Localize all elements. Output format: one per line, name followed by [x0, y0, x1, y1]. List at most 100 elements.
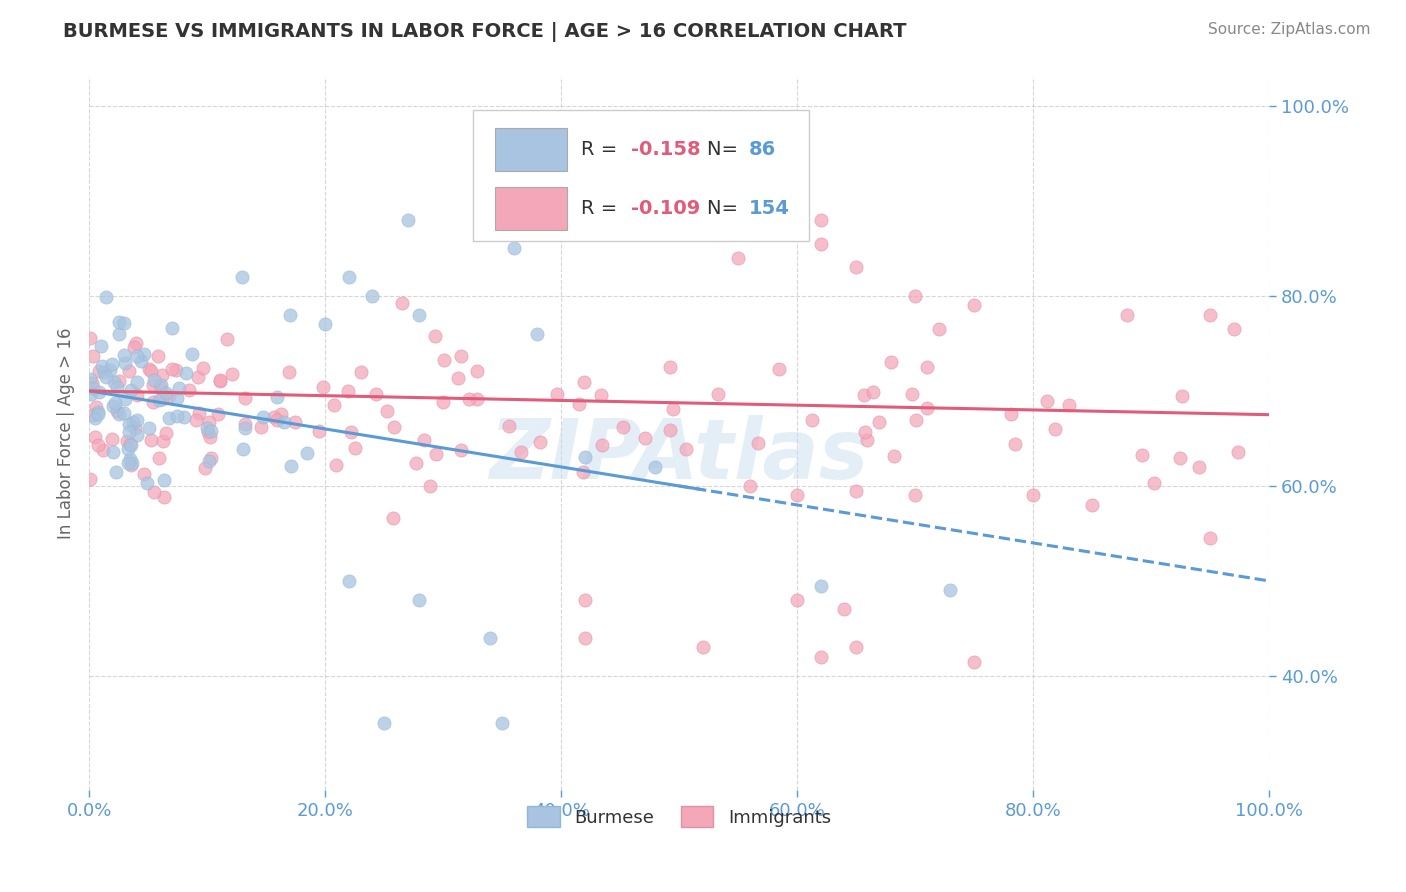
- Point: [266, 390, 288, 404]
- FancyBboxPatch shape: [495, 128, 567, 171]
- Point: [221, 367, 243, 381]
- Point: [405, 456, 427, 470]
- Point: [155, 386, 177, 401]
- Point: [93, 365, 115, 379]
- Point: [101, 432, 124, 446]
- Point: [174, 366, 197, 380]
- Point: [1199, 308, 1222, 322]
- Point: [181, 347, 204, 361]
- Point: [233, 421, 256, 435]
- Point: [108, 327, 131, 342]
- Point: [127, 388, 149, 402]
- FancyBboxPatch shape: [495, 186, 567, 230]
- Point: [589, 388, 612, 402]
- Point: [139, 364, 162, 378]
- Point: [94, 290, 117, 304]
- Point: [692, 640, 714, 655]
- Point: [425, 447, 447, 461]
- Point: [1130, 448, 1153, 462]
- Point: [150, 392, 173, 406]
- Point: [83, 430, 105, 444]
- Point: [232, 442, 254, 457]
- Point: [166, 363, 188, 377]
- Point: [1045, 422, 1067, 436]
- Point: [904, 289, 927, 303]
- Point: [295, 446, 318, 460]
- Point: [900, 386, 922, 401]
- Point: [661, 401, 683, 416]
- Point: [904, 413, 927, 427]
- Point: [87, 405, 110, 419]
- Point: [80, 387, 103, 401]
- Point: [832, 602, 855, 616]
- Text: R =: R =: [581, 140, 624, 159]
- Point: [107, 374, 129, 388]
- Point: [266, 412, 288, 426]
- Point: [112, 348, 135, 362]
- Point: [591, 438, 613, 452]
- Text: -0.109: -0.109: [631, 199, 700, 218]
- Point: [157, 389, 180, 403]
- Point: [191, 361, 214, 376]
- Point: [375, 404, 398, 418]
- Point: [114, 392, 136, 407]
- Point: [278, 308, 301, 322]
- Text: N=: N=: [707, 199, 745, 218]
- Point: [856, 433, 879, 447]
- Point: [120, 384, 142, 398]
- Point: [1004, 437, 1026, 451]
- Point: [529, 435, 551, 450]
- Point: [786, 593, 808, 607]
- Point: [546, 387, 568, 401]
- Point: [82, 376, 104, 390]
- Point: [173, 409, 195, 424]
- Point: [121, 456, 143, 470]
- Point: [152, 434, 174, 448]
- Point: [1057, 398, 1080, 412]
- Legend: Burmese, Immigrants: Burmese, Immigrants: [520, 799, 838, 834]
- Point: [233, 417, 256, 431]
- Point: [336, 384, 359, 399]
- Point: [465, 364, 488, 378]
- Point: [1199, 531, 1222, 545]
- Point: [79, 372, 101, 386]
- Point: [120, 438, 142, 452]
- Point: [124, 421, 146, 435]
- Point: [127, 376, 149, 390]
- Point: [502, 242, 524, 256]
- Point: [1226, 444, 1249, 458]
- Point: [149, 380, 172, 394]
- Point: [89, 364, 111, 378]
- Point: [364, 387, 387, 401]
- Point: [149, 377, 172, 392]
- Point: [917, 359, 939, 374]
- Point: [479, 631, 502, 645]
- Point: [162, 361, 184, 376]
- Point: [1081, 498, 1104, 512]
- Point: [187, 369, 209, 384]
- Point: [91, 359, 114, 373]
- Point: [350, 365, 373, 379]
- Text: 86: 86: [748, 140, 776, 159]
- Point: [87, 438, 110, 452]
- Point: [939, 583, 962, 598]
- Point: [447, 371, 470, 385]
- Point: [233, 391, 256, 405]
- Point: [105, 465, 128, 479]
- Point: [396, 213, 419, 227]
- Point: [391, 296, 413, 310]
- Point: [117, 434, 139, 448]
- Point: [117, 456, 139, 470]
- Point: [845, 260, 868, 275]
- Point: [312, 380, 335, 394]
- Point: [166, 391, 188, 405]
- Point: [1168, 451, 1191, 466]
- Point: [883, 449, 905, 463]
- Point: [659, 423, 682, 437]
- Point: [124, 340, 146, 354]
- Point: [252, 409, 274, 424]
- Point: [1170, 389, 1192, 403]
- Point: [118, 436, 141, 450]
- Point: [658, 360, 681, 375]
- Point: [323, 398, 346, 412]
